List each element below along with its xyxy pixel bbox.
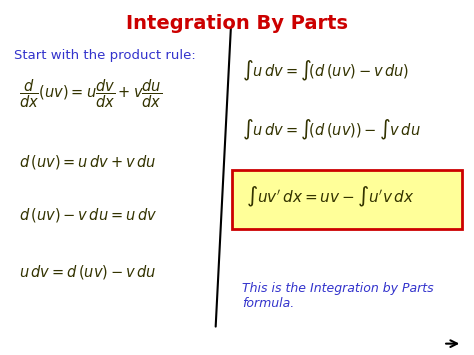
Text: $u\,dv = d\,(uv) - v\,du$: $u\,dv = d\,(uv) - v\,du$ — [19, 263, 156, 280]
Text: $d\,(uv) = u\,dv + v\,du$: $d\,(uv) = u\,dv + v\,du$ — [19, 153, 156, 170]
Text: $\dfrac{d}{dx}(uv) = u\dfrac{dv}{dx} + v\dfrac{du}{dx}$: $\dfrac{d}{dx}(uv) = u\dfrac{dv}{dx} + v… — [19, 78, 162, 110]
Text: $\int uv'\,dx = uv - \int u'v\,dx$: $\int uv'\,dx = uv - \int u'v\,dx$ — [246, 185, 414, 209]
Text: This is the Integration by Parts
formula.: This is the Integration by Parts formula… — [242, 283, 433, 310]
FancyBboxPatch shape — [232, 170, 462, 229]
Text: $\int u\,dv = \int\!\left(d\,(uv) - v\,du\right)$: $\int u\,dv = \int\!\left(d\,(uv) - v\,d… — [242, 59, 409, 83]
Text: $d\,(uv) - v\,du = u\,dv$: $d\,(uv) - v\,du = u\,dv$ — [19, 206, 157, 224]
Text: Integration By Parts: Integration By Parts — [126, 13, 348, 33]
Text: $\int u\,dv = \int\!\left(d\,(uv)\right) - \int v\,du$: $\int u\,dv = \int\!\left(d\,(uv)\right)… — [242, 118, 420, 142]
Text: Start with the product rule:: Start with the product rule: — [14, 49, 196, 61]
